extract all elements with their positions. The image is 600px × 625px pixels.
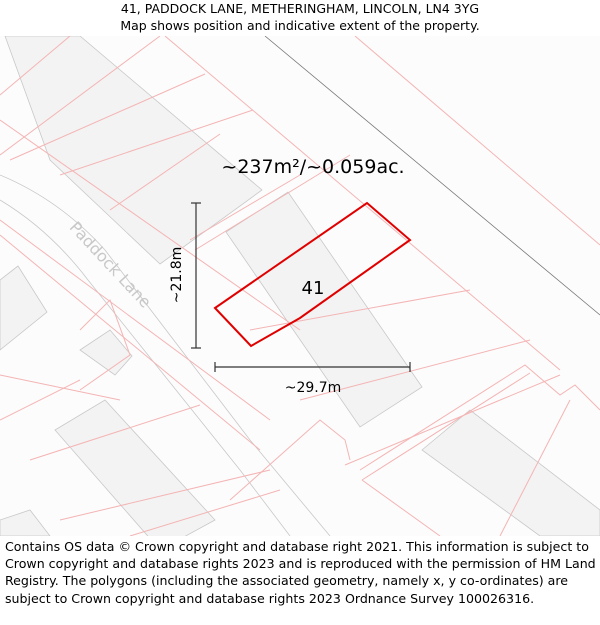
buildings: [0, 36, 600, 536]
road-edges: [0, 36, 600, 536]
property-address: 41, PADDOCK LANE, METHERINGHAM, LINCOLN,…: [120, 1, 480, 16]
map-header: 41, PADDOCK LANE, METHERINGHAM, LINCOLN,…: [0, 0, 600, 36]
height-dimension-label: ~21.8m: [169, 247, 185, 304]
property-map[interactable]: ~237m²/~0.059ac. 41 Paddock Lane ~21.8m …: [0, 36, 600, 536]
area-label: ~237m²/~0.059ac.: [221, 156, 404, 178]
parcel-boundaries: [0, 36, 600, 536]
dimension-lines: [191, 202, 411, 372]
copyright-notice: Contains OS data © Crown copyright and d…: [5, 539, 596, 606]
plot-number-label: 41: [302, 278, 325, 299]
width-dimension-label: ~29.7m: [285, 380, 342, 396]
map-subtitle: Map shows position and indicative extent…: [120, 18, 480, 33]
property-boundary[interactable]: [213, 201, 412, 348]
